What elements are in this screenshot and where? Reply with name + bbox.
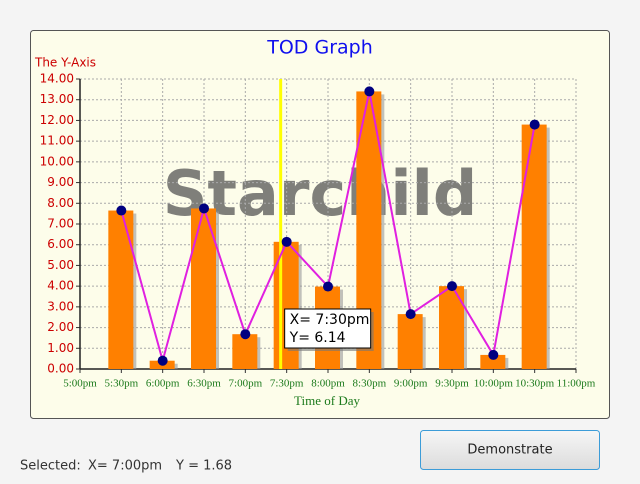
x-tick-label: 10:00pm — [474, 378, 514, 390]
x-tick-label: 9:00pm — [394, 378, 428, 390]
y-tick-label: 13.00 — [40, 92, 74, 106]
point — [323, 281, 333, 292]
point — [447, 281, 457, 292]
status-x: X= 7:00pm — [88, 459, 162, 474]
tooltip-text: Y= 6.14 — [289, 330, 346, 346]
x-tick-label: 7:00pm — [229, 378, 263, 390]
y-tick-label: 1.00 — [47, 341, 74, 355]
x-tick-label: 11:00pm — [557, 378, 596, 390]
bar — [108, 210, 134, 369]
x-tick-label: 9:30pm — [435, 378, 469, 390]
x-tick-label: 7:30pm — [270, 378, 304, 390]
x-axis-label: Time of Day — [294, 393, 360, 408]
point — [529, 119, 540, 130]
point — [199, 203, 209, 214]
y-tick-label: 2.00 — [47, 320, 74, 334]
y-tick-label: 12.00 — [40, 113, 74, 127]
point — [281, 236, 292, 247]
y-tick-label: 4.00 — [47, 279, 74, 293]
y-tick-label: 9.00 — [47, 175, 74, 189]
tooltip-text: X= 7:30pm — [290, 312, 370, 328]
bar — [480, 354, 506, 369]
x-tick-label: 8:00pm — [311, 378, 345, 390]
status-label: Selected: — [20, 459, 81, 474]
x-tick-label: 6:30pm — [187, 378, 221, 390]
bar — [232, 334, 258, 369]
point — [405, 309, 416, 320]
chart-title: TOD Graph — [266, 37, 373, 59]
x-tick-label: 8:30pm — [353, 378, 387, 390]
button-label[interactable]: Demonstrate — [467, 443, 552, 458]
point — [488, 349, 499, 360]
status-y: Y = 1.68 — [175, 459, 232, 474]
x-tick-label: 5:00pm — [63, 378, 97, 390]
tooltip — [284, 308, 372, 349]
bar — [521, 124, 547, 369]
y-tick-label: 5.00 — [47, 258, 74, 272]
y-tick-label: 3.00 — [47, 299, 74, 313]
y-tick-label: 6.00 — [47, 237, 74, 251]
y-tick-label: 14.00 — [40, 72, 74, 86]
point — [240, 329, 251, 340]
x-tick-label: 5:30pm — [105, 378, 139, 390]
point — [157, 355, 168, 366]
bar — [397, 314, 423, 369]
y-tick-label: 0.00 — [47, 362, 74, 376]
y-tick-label: 8.00 — [47, 196, 74, 210]
demonstrate-button[interactable] — [420, 430, 600, 470]
y-axis-label: The Y-Axis — [34, 56, 96, 70]
y-tick-label: 7.00 — [47, 217, 74, 231]
y-tick-label: 11.00 — [40, 134, 74, 148]
x-tick-label: 10:30pm — [515, 378, 555, 390]
point — [116, 205, 127, 216]
point — [364, 86, 375, 97]
y-tick-label: 10.00 — [40, 154, 74, 168]
chart: Starchild0.001.002.003.004.005.006.007.0… — [40, 72, 596, 390]
x-tick-label: 6:00pm — [146, 378, 180, 390]
